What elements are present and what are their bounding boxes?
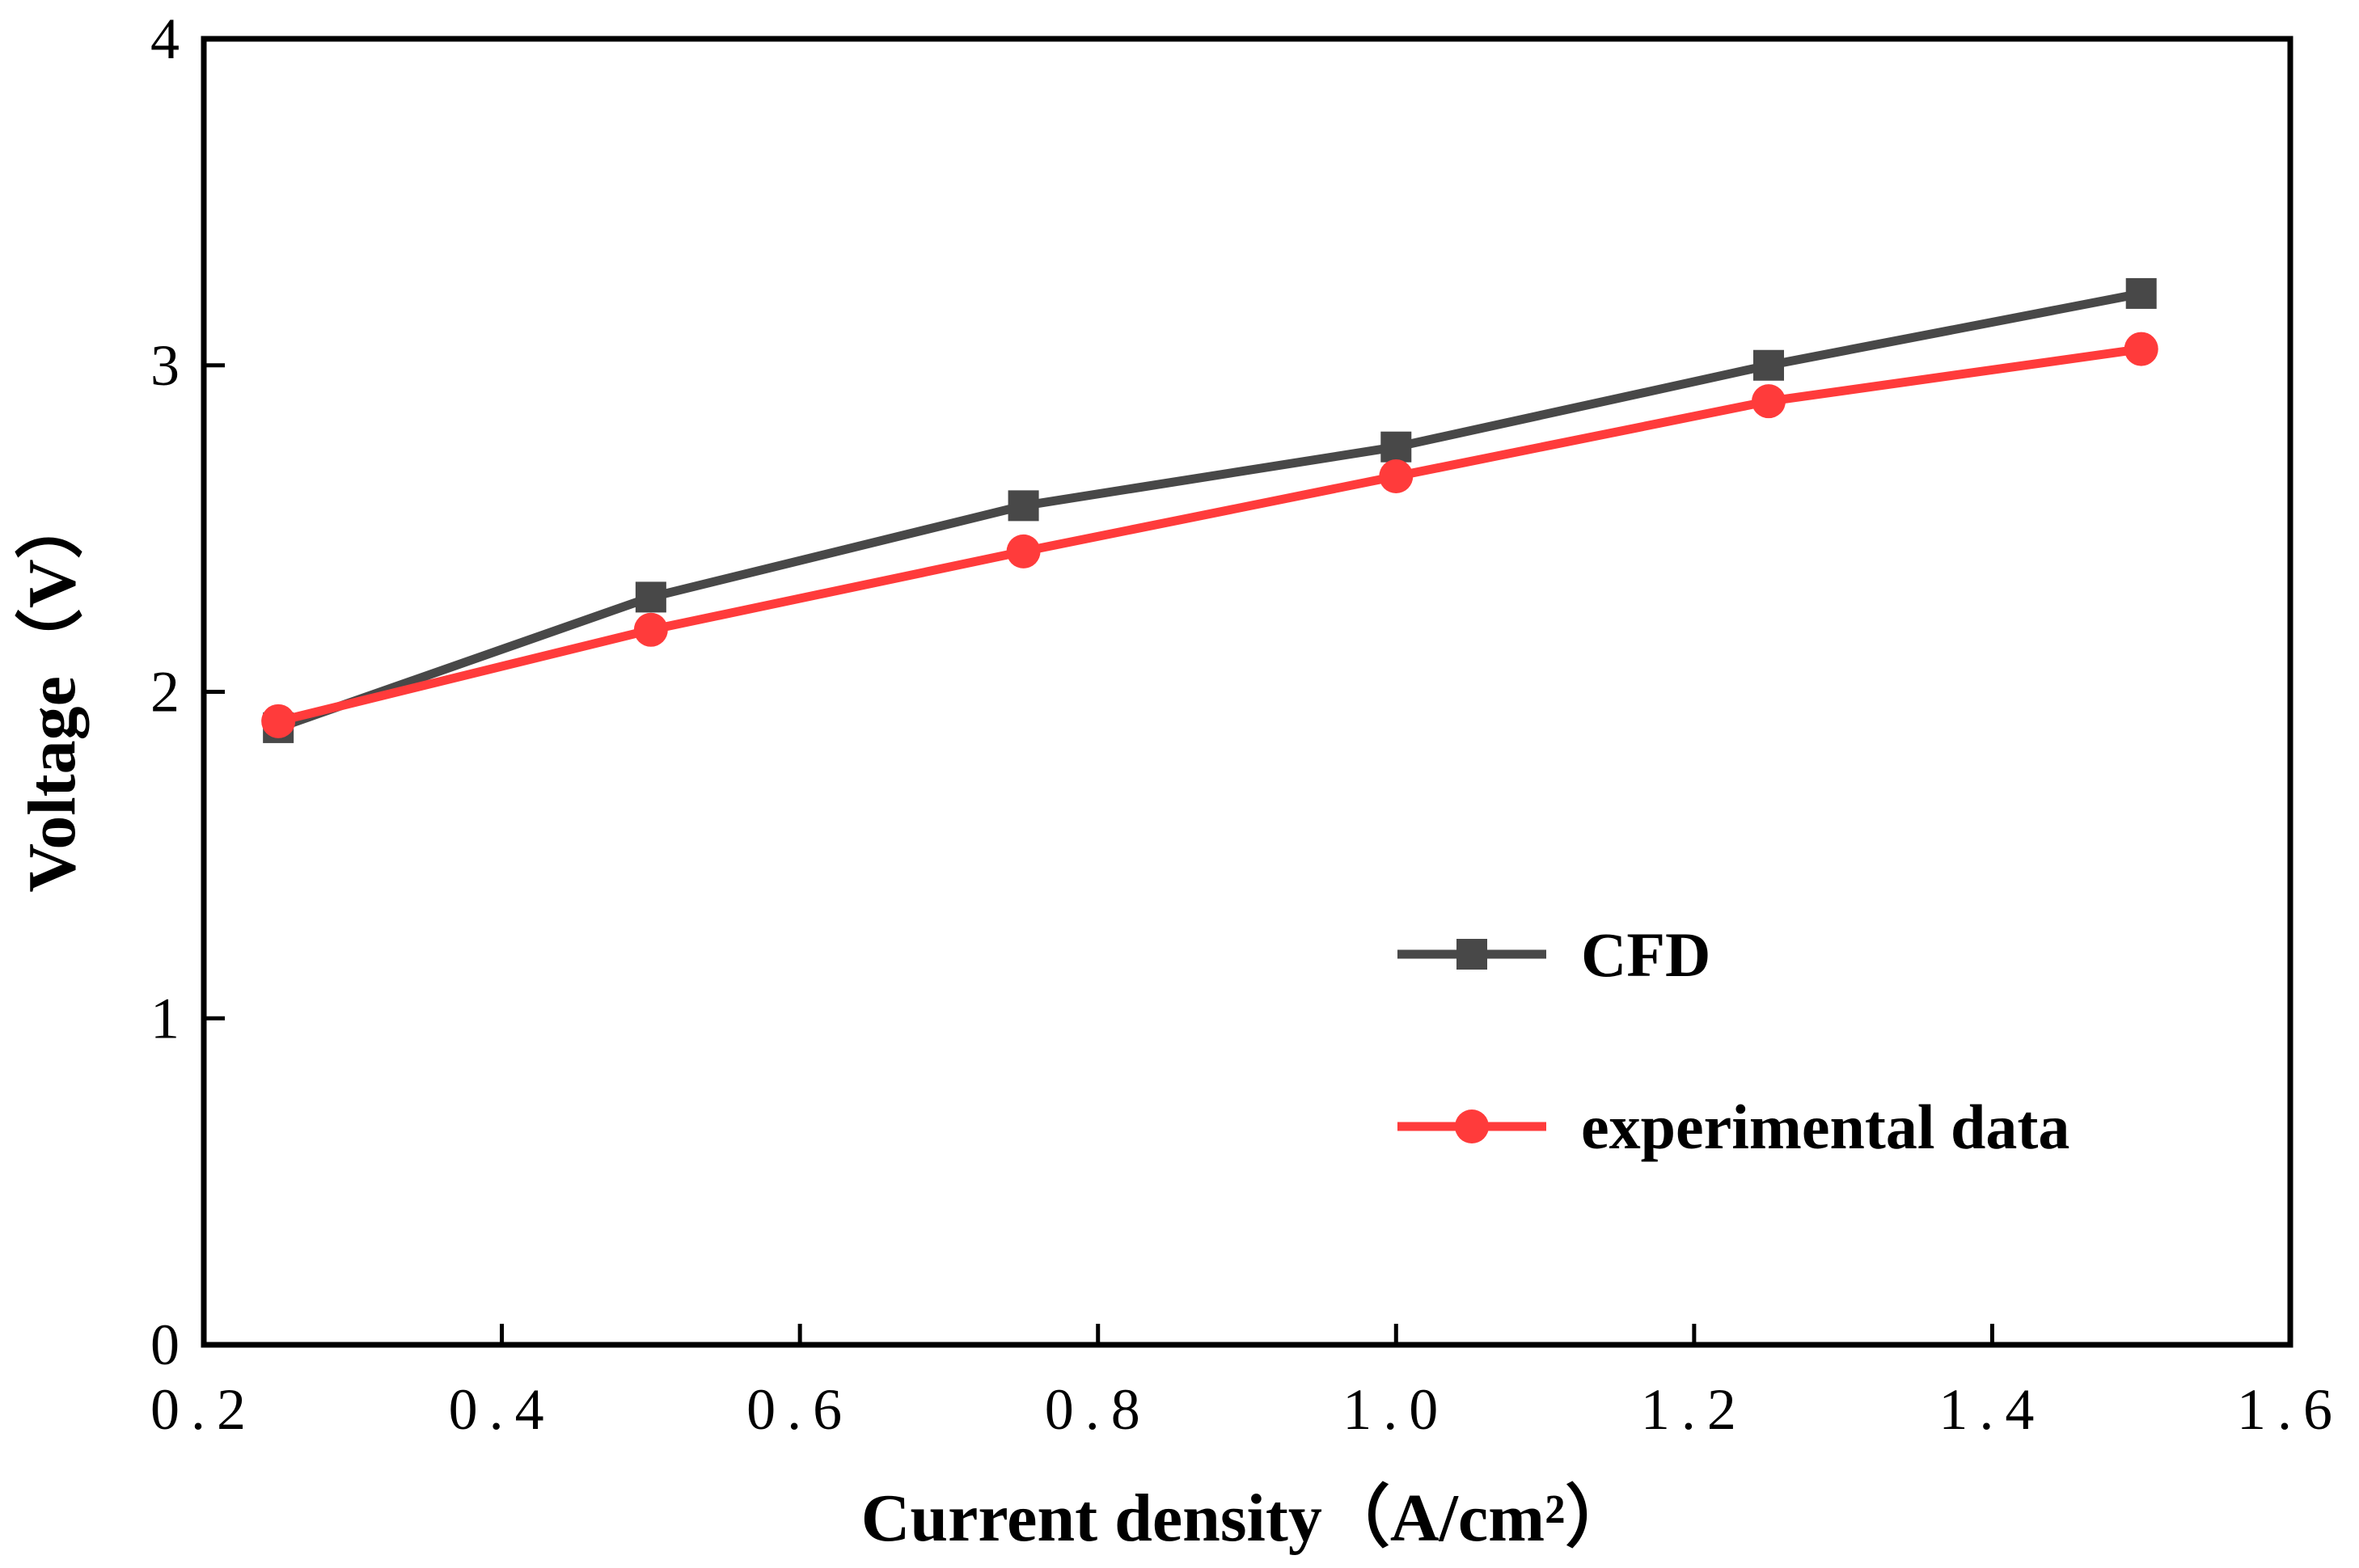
legend-marker-circle	[1455, 1109, 1489, 1143]
series-line-0	[277, 289, 2142, 733]
x-tick-label: 0.4	[449, 1377, 556, 1442]
cfd-point	[635, 581, 666, 613]
x-tick-label: 1.2	[1641, 1377, 1748, 1442]
x-tick-label: 1.0	[1342, 1377, 1449, 1442]
cfd-point	[1008, 490, 1039, 522]
legend: CFD experimental data	[1397, 919, 2069, 1162]
experimental-point	[1752, 384, 1786, 419]
x-tick-label: 0.6	[746, 1377, 853, 1442]
y-tick-label: 0	[150, 1312, 180, 1377]
experimental-point	[261, 704, 296, 738]
y-tick-label: 2	[150, 660, 180, 725]
experimental-point	[1006, 534, 1041, 568]
series-line-1	[277, 344, 2142, 726]
x-tick-label: 1.6	[2237, 1377, 2344, 1442]
experimental-point	[2124, 332, 2158, 366]
y-tick-label: 3	[150, 333, 180, 398]
y-axis: 0 1 2 3 4	[150, 6, 225, 1377]
x-axis: 0.2 0.4 0.6 0.8 1.0 1.2 1.4 1.6	[150, 1324, 2344, 1442]
y-axis-title: Voltage（V）	[15, 491, 90, 892]
x-axis-title: Current density（A/cm²）	[861, 1481, 1634, 1556]
cfd-point	[2125, 277, 2157, 309]
y-tick-label: 4	[150, 6, 180, 71]
series-layer	[261, 277, 2158, 743]
cfd-point	[1380, 431, 1412, 463]
y-tick-label: 1	[150, 986, 180, 1050]
legend-marker-square	[1456, 939, 1487, 970]
x-tick-label: 0.2	[150, 1377, 257, 1442]
x-tick-label: 1.4	[1938, 1377, 2045, 1442]
legend-label-0: CFD	[1581, 919, 1710, 990]
x-tick-label: 0.8	[1045, 1377, 1152, 1442]
experimental-point	[633, 612, 668, 647]
legend-label-1: experimental data	[1581, 1092, 2069, 1162]
experimental-point	[1379, 459, 1414, 494]
cfd-point	[1753, 349, 1784, 381]
